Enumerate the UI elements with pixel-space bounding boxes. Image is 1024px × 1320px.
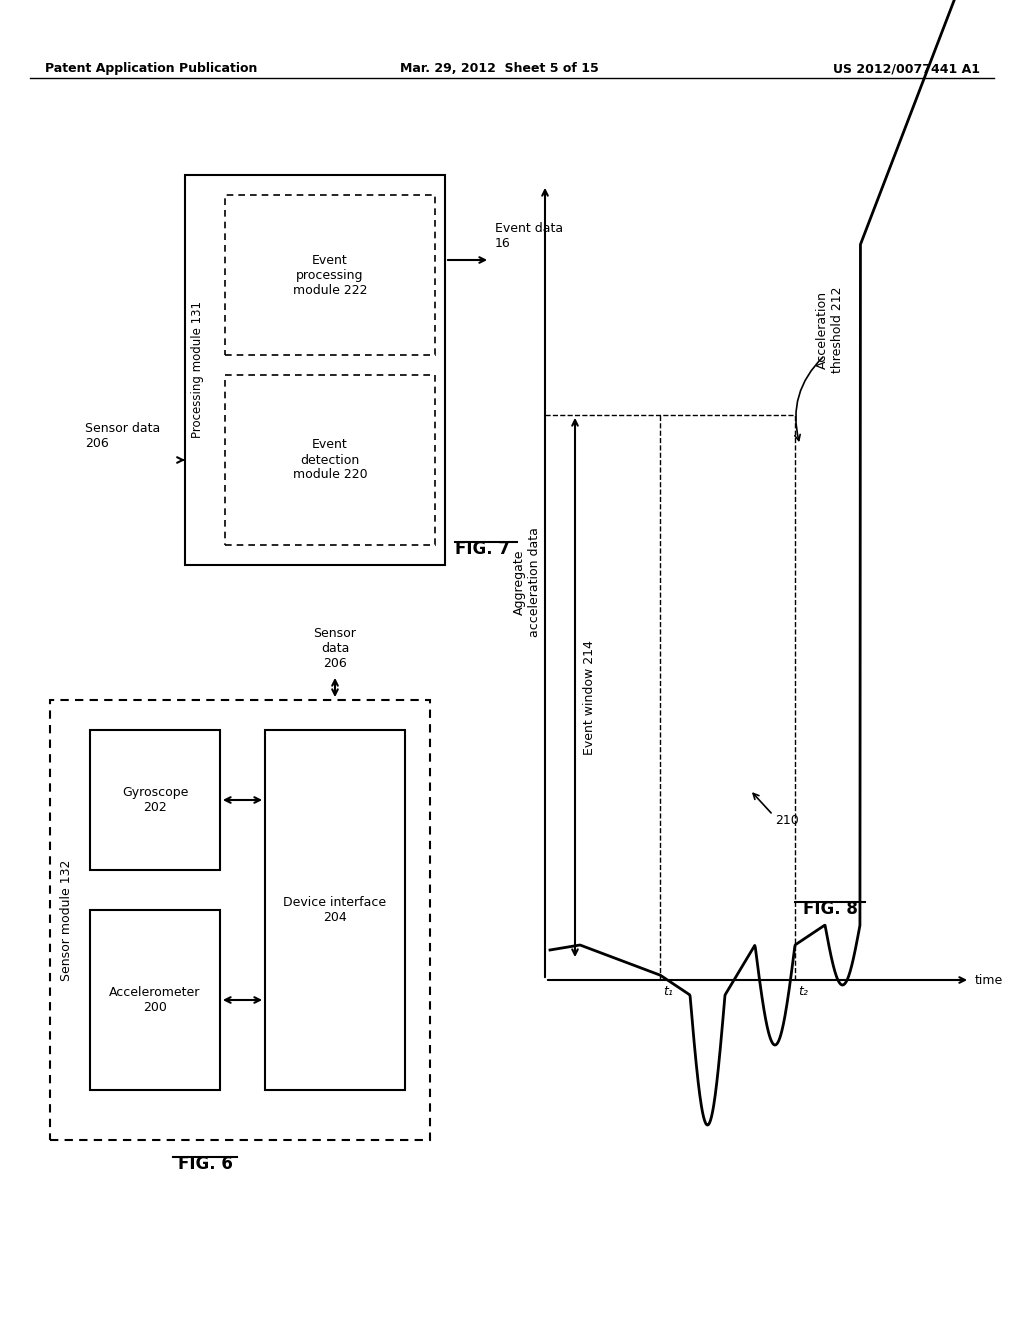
Text: t₁: t₁ (663, 985, 673, 998)
Text: US 2012/0077441 A1: US 2012/0077441 A1 (833, 62, 980, 75)
Text: Accelerometer
200: Accelerometer 200 (110, 986, 201, 1014)
Text: Event
processing
module 222: Event processing module 222 (293, 253, 368, 297)
Text: Event
detection
module 220: Event detection module 220 (293, 438, 368, 482)
Bar (265, 730, 406, 1090)
Text: t₂: t₂ (798, 985, 808, 998)
Text: Device interface
204: Device interface 204 (284, 896, 387, 924)
Text: 210: 210 (775, 813, 799, 826)
Text: Sensor
data
206: Sensor data 206 (313, 627, 356, 671)
Text: Sensor module 132: Sensor module 132 (60, 859, 73, 981)
Bar (185, 176, 445, 565)
Bar (90, 909, 220, 1090)
Text: FIG. 8: FIG. 8 (803, 900, 857, 917)
Bar (90, 730, 220, 870)
Text: Sensor data
206: Sensor data 206 (85, 422, 160, 450)
Text: FIG. 7: FIG. 7 (455, 540, 510, 558)
Text: FIG. 6: FIG. 6 (177, 1155, 232, 1173)
Text: Acceleration
threshold 212: Acceleration threshold 212 (816, 286, 844, 374)
Text: time: time (975, 974, 1004, 986)
Text: Gyroscope
202: Gyroscope 202 (122, 785, 188, 814)
Bar (50, 700, 430, 1140)
Text: Event window 214: Event window 214 (583, 640, 596, 755)
Text: Event data
16: Event data 16 (495, 222, 563, 249)
Bar (225, 375, 435, 545)
Text: Processing module 131: Processing module 131 (191, 301, 204, 438)
Bar (225, 195, 435, 355)
Text: Patent Application Publication: Patent Application Publication (45, 62, 257, 75)
Text: Aggregate
acceleration data: Aggregate acceleration data (513, 528, 541, 638)
Text: Mar. 29, 2012  Sheet 5 of 15: Mar. 29, 2012 Sheet 5 of 15 (400, 62, 599, 75)
